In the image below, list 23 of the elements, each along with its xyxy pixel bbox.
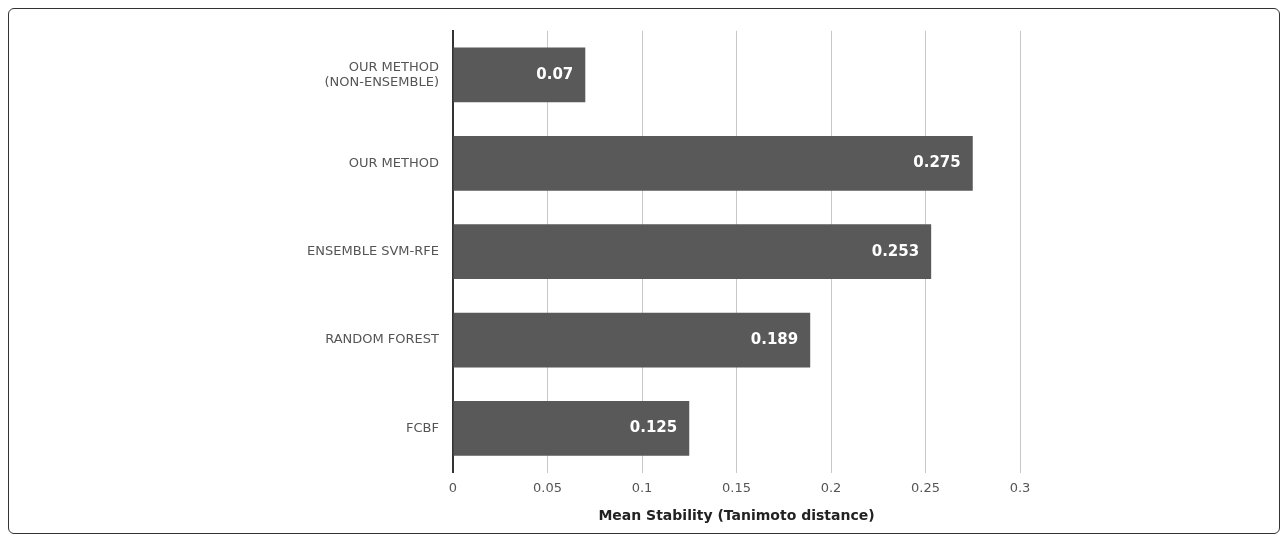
x-tick-label: 0.2 (820, 479, 842, 495)
y-tick-label: RANDOM FOREST (325, 331, 440, 347)
x-tick-label: 0.05 (533, 479, 562, 495)
x-tick-label: 0.3 (1009, 479, 1031, 495)
y-tick-label: OUR METHOD (NON-ENSEMBLE) (324, 58, 439, 90)
y-tick-label: ENSEMBLE SVM-RFE (307, 243, 439, 259)
y-tick-label: OUR METHOD (348, 154, 439, 170)
x-tick-label: 0 (448, 479, 458, 495)
data-label: 0.125 (629, 418, 678, 437)
bar (453, 47, 586, 103)
bar (453, 401, 690, 456)
x-axis-title: Mean Stability (Tanimoto distance) (598, 507, 875, 524)
y-tick-label: FCBF (406, 419, 439, 435)
data-label: 0.253 (871, 241, 920, 260)
x-tick-label: 0.25 (911, 479, 940, 495)
data-label: 0.275 (913, 153, 961, 172)
bar (453, 135, 973, 191)
bar (453, 312, 811, 368)
x-tick-label: 0.15 (722, 479, 751, 495)
bar (453, 224, 932, 280)
data-label: 0.07 (536, 64, 574, 83)
x-tick-label: 0.1 (631, 479, 653, 495)
data-label: 0.189 (750, 329, 799, 348)
